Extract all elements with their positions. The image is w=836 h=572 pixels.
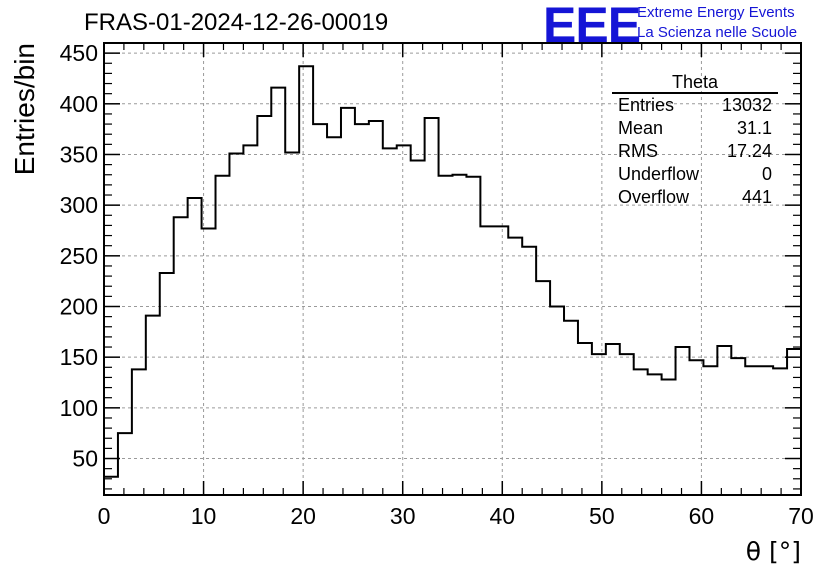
y-tick-label: 100 xyxy=(60,395,98,421)
x-tick-label: 0 xyxy=(98,503,111,529)
logo-tagline-1: Extreme Energy Events xyxy=(637,4,795,21)
y-tick-label: 150 xyxy=(60,344,98,370)
grid-lines xyxy=(104,43,801,495)
stats-label: RMS xyxy=(618,141,658,161)
stats-row-entries: Entries 13032 xyxy=(612,94,778,117)
stats-value: 0 xyxy=(761,164,772,184)
stats-value: 13032 xyxy=(721,95,772,115)
y-tick-label: 200 xyxy=(60,293,98,319)
y-tick-label: 450 xyxy=(60,40,98,66)
run-title: FRAS-01-2024-12-26-00019 xyxy=(84,9,389,36)
y-tick-label: 300 xyxy=(60,192,98,218)
x-tick-label: 60 xyxy=(689,503,715,529)
y-axis-label: Entries/bin xyxy=(9,43,40,175)
plot-frame xyxy=(103,42,802,496)
stats-label: Underflow xyxy=(618,164,700,184)
stats-label: Mean xyxy=(618,118,664,138)
logo-tagline-2: La Scienza nelle Scuole xyxy=(637,24,798,41)
eee-logo: EEE xyxy=(543,0,641,53)
x-tick-label: 20 xyxy=(290,503,316,529)
stats-row-mean: Mean 31.1 xyxy=(612,117,778,140)
x-tick-label: 30 xyxy=(390,503,416,529)
stats-row-overflow: Overflow 441 xyxy=(612,186,778,209)
stats-label: Overflow xyxy=(618,187,690,207)
axis-ticks xyxy=(103,42,802,495)
histogram-line xyxy=(104,65,801,478)
x-tick-label: 10 xyxy=(191,503,217,529)
y-tick-label: 350 xyxy=(60,141,98,167)
stats-value: 441 xyxy=(741,187,772,207)
stats-value: 31.1 xyxy=(736,118,772,138)
stats-value: 17.24 xyxy=(726,141,772,161)
stats-box: Theta Entries 13032 Mean 31.1 RMS 17.24 … xyxy=(612,72,778,209)
stats-row-rms: RMS 17.24 xyxy=(612,140,778,163)
y-tick-label: 400 xyxy=(60,91,98,117)
y-tick-label: 50 xyxy=(72,446,98,472)
x-tick-label: 40 xyxy=(489,503,515,529)
tick-labels: 0 10 20 30 40 50 60 70 50 100 150 200 250 300 350 400 45… xyxy=(60,40,814,529)
x-tick-label: 50 xyxy=(589,503,615,529)
x-tick-label: 70 xyxy=(788,503,814,529)
stats-title: Theta xyxy=(612,72,778,94)
x-axis-label: θ [°] xyxy=(746,537,801,566)
y-tick-label: 250 xyxy=(60,243,98,269)
stats-row-underflow: Underflow 0 xyxy=(612,163,778,186)
stats-label: Entries xyxy=(618,95,675,115)
